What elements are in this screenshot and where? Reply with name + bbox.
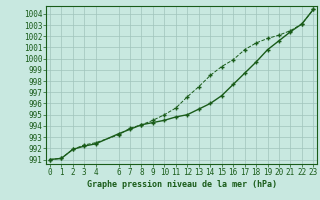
X-axis label: Graphe pression niveau de la mer (hPa): Graphe pression niveau de la mer (hPa) (87, 180, 276, 189)
